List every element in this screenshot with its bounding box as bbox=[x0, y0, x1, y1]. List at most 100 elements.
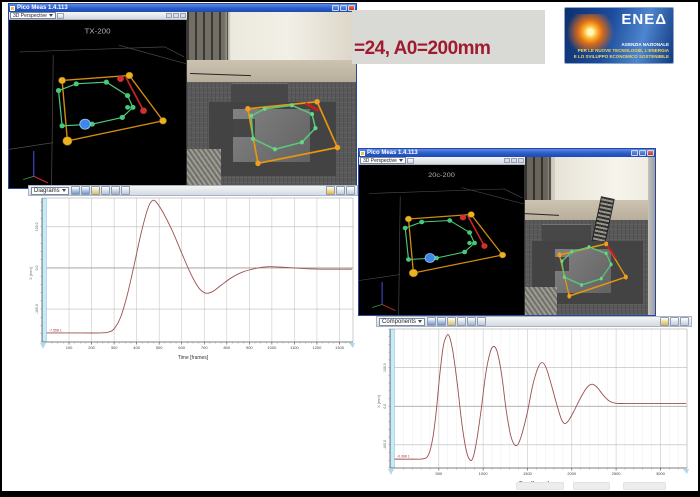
svg-text:300: 300 bbox=[111, 345, 118, 350]
pane-close-icon[interactable] bbox=[180, 13, 186, 18]
background-window-fragment bbox=[516, 482, 564, 490]
scale-vertical-icon[interactable] bbox=[70, 186, 80, 195]
slide: Pico Meas 1.4.113 3D Perspective bbox=[2, 2, 698, 491]
pane-maximize-icon[interactable] bbox=[173, 13, 179, 18]
svg-text:700: 700 bbox=[201, 345, 208, 350]
chevron-down-icon bbox=[61, 189, 66, 192]
app-window-2: Pico Meas 1.4.113 3D Perspective bbox=[358, 148, 656, 316]
upper-slab bbox=[542, 224, 592, 243]
3d-viewport[interactable]: TX-200 bbox=[9, 20, 187, 188]
view-select-dropdown[interactable]: 3D Perspective bbox=[10, 12, 56, 19]
chevron-down-icon bbox=[48, 14, 53, 17]
view-cube-icon[interactable] bbox=[56, 12, 64, 19]
window-title: Pico Meas 1.4.113 bbox=[17, 5, 68, 11]
logo-line-3: E LO SVILUPPO ECONOMICO SOSTENIBILE bbox=[573, 54, 669, 60]
minimize-button[interactable] bbox=[332, 5, 339, 11]
svg-text:100.0: 100.0 bbox=[383, 363, 387, 372]
scaffolding bbox=[525, 157, 555, 200]
window-titlebar[interactable]: Pico Meas 1.4.113 bbox=[359, 149, 655, 157]
view-cube-icon[interactable] bbox=[406, 157, 414, 164]
zoom-fit-icon[interactable] bbox=[90, 186, 100, 195]
svg-text:-0.098 1: -0.098 1 bbox=[397, 455, 410, 459]
legend-icon[interactable] bbox=[457, 317, 467, 326]
pane-close-icon[interactable] bbox=[518, 158, 524, 163]
svg-text:1000: 1000 bbox=[479, 471, 489, 476]
detach-icon[interactable] bbox=[680, 317, 689, 326]
upper-slab bbox=[230, 84, 289, 106]
slab-notch bbox=[232, 119, 255, 137]
chart-toolbar: Components bbox=[376, 316, 692, 327]
snapshot-icon[interactable] bbox=[326, 186, 335, 195]
maximize-button[interactable] bbox=[639, 150, 646, 156]
close-button[interactable] bbox=[647, 150, 654, 156]
svg-text:0.0: 0.0 bbox=[383, 404, 387, 409]
svg-text:400: 400 bbox=[133, 345, 140, 350]
chart-canvas[interactable]: 100 200 300 400 500 600 700 800 900 1000 1100 1200 1… bbox=[28, 196, 358, 354]
pane-minimize-icon[interactable] bbox=[166, 13, 172, 18]
scale-vertical-icon[interactable] bbox=[427, 317, 437, 326]
zoom-fit-icon[interactable] bbox=[447, 317, 457, 326]
view-toolbar: 3D Perspective bbox=[359, 157, 525, 165]
svg-text:3000: 3000 bbox=[656, 471, 666, 476]
chart-toolbar: Diagrams bbox=[28, 185, 358, 196]
svg-text:600: 600 bbox=[178, 345, 185, 350]
grid-icon[interactable] bbox=[467, 317, 477, 326]
svg-text:100.0: 100.0 bbox=[35, 222, 39, 231]
scale-horizontal-icon[interactable] bbox=[80, 186, 90, 195]
view-select-value: 3D Perspective bbox=[13, 12, 47, 19]
camera-view[interactable] bbox=[187, 12, 356, 188]
chart-type-dropdown[interactable]: Diagrams bbox=[31, 186, 69, 195]
chart-type-dropdown[interactable]: Components bbox=[379, 317, 426, 326]
pane-maximize-icon[interactable] bbox=[511, 158, 517, 163]
view-select-dropdown[interactable]: 3D Perspective bbox=[360, 157, 406, 164]
3d-scene-canvas: 20c-200 bbox=[359, 171, 524, 315]
chevron-down-icon bbox=[398, 159, 403, 162]
svg-text:200: 200 bbox=[88, 345, 95, 350]
svg-text:1500: 1500 bbox=[523, 471, 533, 476]
3d-scene-canvas: TX-200 bbox=[9, 27, 186, 188]
3d-viewport[interactable]: 20c-200 bbox=[359, 165, 525, 315]
tile-view-icon[interactable] bbox=[670, 317, 679, 326]
app-icon bbox=[360, 150, 365, 156]
svg-text:1000: 1000 bbox=[267, 345, 277, 350]
minimize-button[interactable] bbox=[631, 150, 638, 156]
tracking-overlay bbox=[557, 241, 628, 299]
close-button[interactable] bbox=[348, 5, 355, 11]
chevron-down-icon bbox=[418, 320, 423, 323]
window-side-strip bbox=[648, 157, 655, 315]
svg-text:-100.0: -100.0 bbox=[383, 440, 387, 450]
starburst-icon bbox=[567, 14, 619, 50]
svg-text:1200: 1200 bbox=[312, 345, 322, 350]
chart-canvas[interactable]: 500 1000 1500 2000 2500 3000 100.0 0.0 -100.0 -0.… bbox=[376, 327, 692, 480]
window-title: Pico Meas 1.4.113 bbox=[367, 150, 418, 156]
detach-icon[interactable] bbox=[346, 186, 355, 195]
background-window-fragment bbox=[623, 482, 666, 490]
pane-minimize-icon[interactable] bbox=[504, 158, 510, 163]
grid-icon[interactable] bbox=[110, 186, 120, 195]
chart-type-value: Components bbox=[382, 318, 417, 325]
svg-text:1100: 1100 bbox=[290, 345, 299, 350]
ramp bbox=[525, 286, 557, 315]
y-axis-label: X [mm] bbox=[27, 266, 33, 280]
svg-text:1300: 1300 bbox=[335, 345, 345, 350]
chart-panel-1: Diagrams X [mm] 100 200 300 400 500 600 700 800… bbox=[28, 185, 358, 362]
svg-text:500: 500 bbox=[156, 345, 163, 350]
svg-text:20c-200: 20c-200 bbox=[428, 171, 455, 179]
export-icon[interactable] bbox=[477, 317, 487, 326]
tracking-overlay bbox=[245, 98, 341, 167]
scale-horizontal-icon[interactable] bbox=[437, 317, 447, 326]
maximize-button[interactable] bbox=[340, 5, 347, 11]
window-titlebar[interactable]: Pico Meas 1.4.113 bbox=[9, 4, 356, 12]
export-icon[interactable] bbox=[120, 186, 130, 195]
svg-text:900: 900 bbox=[246, 345, 253, 350]
tile-view-icon[interactable] bbox=[336, 186, 345, 195]
camera-view[interactable] bbox=[525, 157, 648, 315]
y-axis-label: X [mm] bbox=[375, 395, 381, 409]
x-axis-label: Time [frames] bbox=[177, 355, 209, 361]
svg-text:500: 500 bbox=[435, 471, 442, 476]
app-icon bbox=[10, 5, 15, 11]
svg-text:2500: 2500 bbox=[612, 471, 622, 476]
lab-floor bbox=[187, 59, 356, 83]
legend-icon[interactable] bbox=[100, 186, 110, 195]
snapshot-icon[interactable] bbox=[660, 317, 669, 326]
